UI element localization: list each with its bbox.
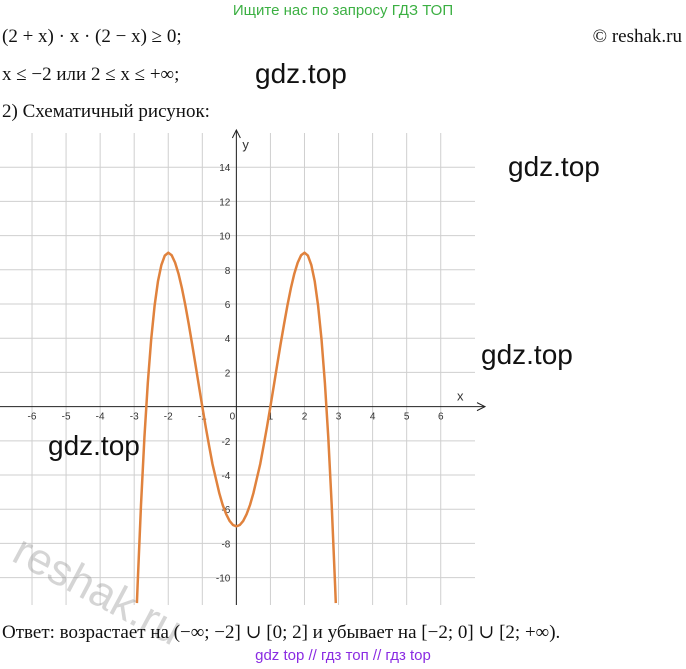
x-tick-label: 6 [438, 412, 444, 423]
y-tick-label: -4 [221, 471, 230, 482]
y-tick-label: -2 [221, 437, 230, 448]
x-axis-arrow [476, 402, 487, 412]
y-axis-arrow [231, 128, 241, 139]
x-tick-label: -5 [62, 412, 71, 423]
x-tick-label: 4 [370, 412, 376, 423]
text-line: 2) Схематичный рисунок: [2, 101, 210, 122]
watermark: gdz.top [48, 430, 140, 461]
y-tick-label: -8 [221, 539, 230, 550]
x-axis-label: x [457, 389, 464, 404]
footer: gdz top // гдз топ // гдз top [255, 647, 431, 664]
x-tick-label: 2 [302, 412, 308, 423]
x-tick-label: -1 [198, 412, 207, 423]
watermark: gdz.top [481, 339, 573, 370]
y-tick-label: 10 [219, 232, 231, 243]
answer: Ответ: возрастает на (−∞; −2] ∪ [0; 2] и… [2, 622, 560, 643]
y-tick-label: 8 [225, 266, 231, 277]
y-tick-label: 2 [225, 368, 231, 379]
x-tick-label: 1 [268, 412, 274, 423]
graph: -6 -5 -4 -3 -2 -1 0 1 2 3 4 5 6-10-8-6-4-22468101214… [0, 128, 487, 605]
watermark: gdz.top [255, 58, 347, 89]
y-tick-label: -10 [216, 574, 231, 585]
y-tick-label: 12 [219, 197, 231, 208]
x-tick-label: -2 [164, 412, 173, 423]
x-tick-label: -4 [96, 412, 105, 423]
y-tick-label: 4 [225, 334, 231, 345]
y-axis-label: y [242, 137, 249, 152]
x-tick-label: -6 [28, 412, 37, 423]
x-tick-label: 5 [404, 412, 410, 423]
watermark: gdz.top [508, 151, 600, 182]
y-tick-label: 14 [219, 163, 231, 174]
copyright: © reshak.ru [593, 26, 683, 47]
x-tick-label: 0 [230, 412, 236, 423]
x-tick-label: -3 [130, 412, 139, 423]
curve [135, 251, 338, 604]
y-tick-label: 6 [225, 300, 231, 311]
text-line: x ≤ −2 или 2 ≤ x ≤ +∞; [2, 64, 179, 85]
text-line: (2 + x) · x · (2 − x) ≥ 0; [2, 26, 182, 47]
banner: Ищите нас по запросу ГДЗ ТОП [233, 2, 453, 19]
x-tick-label: 3 [336, 412, 342, 423]
